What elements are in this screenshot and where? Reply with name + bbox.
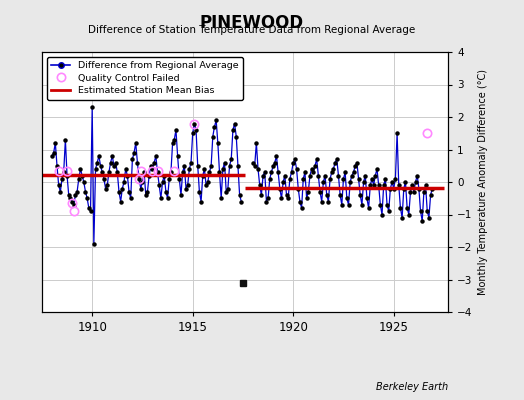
Text: Berkeley Earth: Berkeley Earth: [376, 382, 448, 392]
Text: Difference of Station Temperature Data from Regional Average: Difference of Station Temperature Data f…: [88, 25, 415, 35]
Text: PINEWOOD: PINEWOOD: [200, 14, 303, 32]
Y-axis label: Monthly Temperature Anomaly Difference (°C): Monthly Temperature Anomaly Difference (…: [478, 69, 488, 295]
